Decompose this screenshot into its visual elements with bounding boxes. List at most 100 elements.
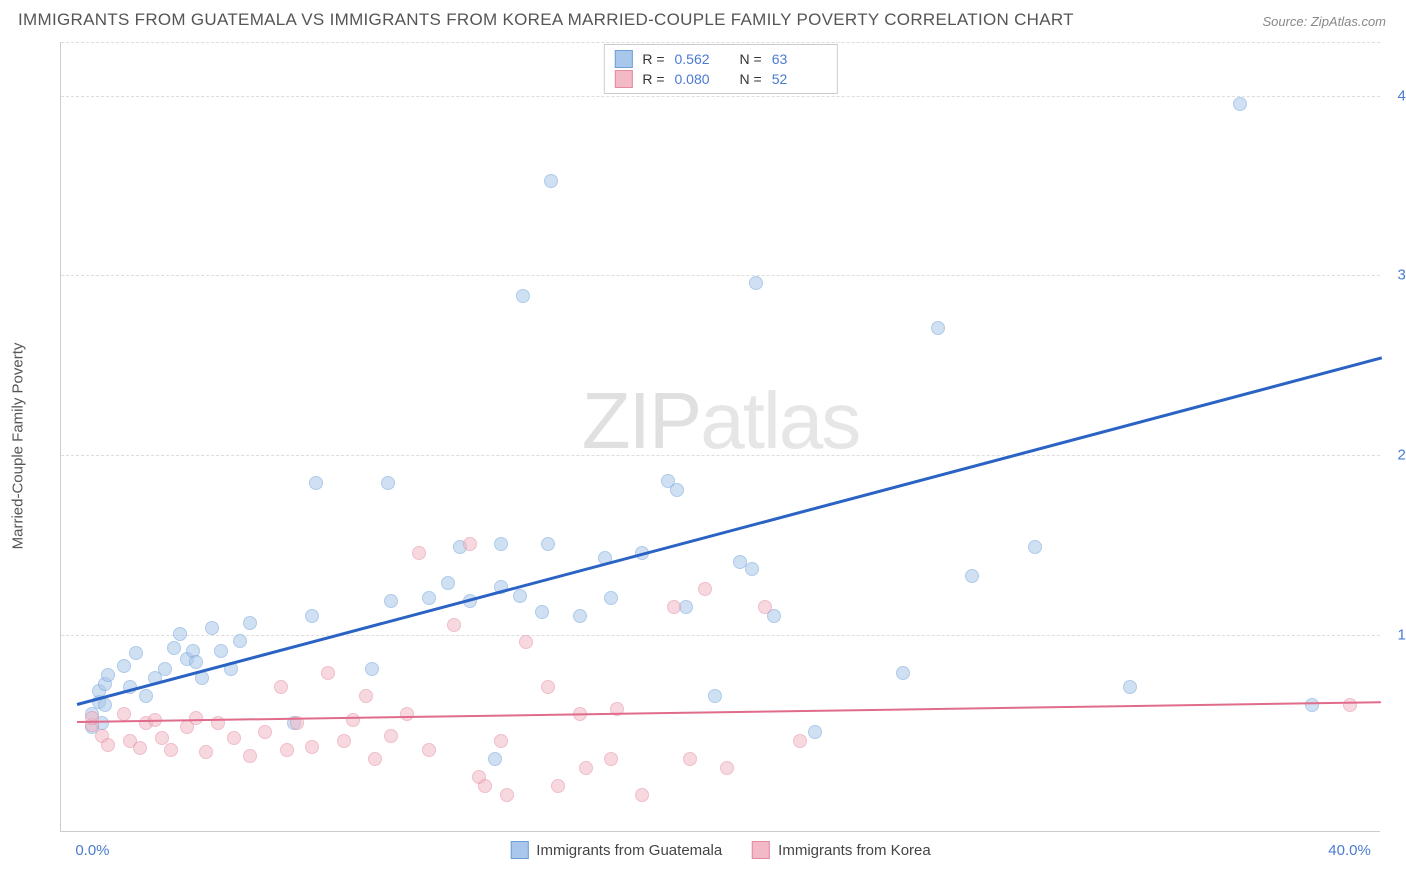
data-point xyxy=(965,569,979,583)
data-point xyxy=(720,761,734,775)
data-point xyxy=(683,752,697,766)
data-point xyxy=(305,609,319,623)
chart-container: IMMIGRANTS FROM GUATEMALA VS IMMIGRANTS … xyxy=(0,0,1406,892)
data-point xyxy=(101,738,115,752)
legend-swatch-korea xyxy=(752,841,770,859)
data-point xyxy=(365,662,379,676)
data-point xyxy=(1123,680,1137,694)
x-tick-label: 0.0% xyxy=(75,842,109,859)
legend-row-korea: R = 0.080 N = 52 xyxy=(614,69,826,89)
data-point xyxy=(635,788,649,802)
data-point xyxy=(359,689,373,703)
data-point xyxy=(500,788,514,802)
data-point xyxy=(205,621,219,635)
data-point xyxy=(896,666,910,680)
data-point xyxy=(384,594,398,608)
data-point xyxy=(544,174,558,188)
trend-line xyxy=(77,701,1381,723)
r-value-korea: 0.080 xyxy=(675,71,730,87)
watermark-bold: ZIP xyxy=(582,376,700,465)
data-point xyxy=(243,616,257,630)
n-label: N = xyxy=(740,51,762,67)
r-value-guatemala: 0.562 xyxy=(675,51,730,67)
data-point xyxy=(167,641,181,655)
legend-swatch-guatemala xyxy=(614,50,632,68)
data-point xyxy=(384,729,398,743)
data-point xyxy=(463,537,477,551)
y-tick-label: 10.0% xyxy=(1385,626,1406,643)
data-point xyxy=(139,689,153,703)
source-attribution: Source: ZipAtlas.com xyxy=(1262,14,1386,29)
grid-line xyxy=(61,96,1380,97)
y-tick-label: 20.0% xyxy=(1385,446,1406,463)
data-point xyxy=(129,646,143,660)
data-point xyxy=(243,749,257,763)
data-point xyxy=(189,655,203,669)
data-point xyxy=(173,627,187,641)
n-label: N = xyxy=(740,71,762,87)
data-point xyxy=(541,537,555,551)
data-point xyxy=(447,618,461,632)
legend-row-guatemala: R = 0.562 N = 63 xyxy=(614,49,826,69)
data-point xyxy=(579,761,593,775)
plot-area: ZIPatlas R = 0.562 N = 63 R = 0.080 N = … xyxy=(60,42,1380,832)
data-point xyxy=(698,582,712,596)
data-point xyxy=(1343,698,1357,712)
data-point xyxy=(758,600,772,614)
y-tick-label: 30.0% xyxy=(1385,267,1406,284)
data-point xyxy=(1305,698,1319,712)
data-point xyxy=(422,591,436,605)
data-point xyxy=(541,680,555,694)
y-axis-label: Married-Couple Family Poverty xyxy=(10,343,27,550)
data-point xyxy=(573,609,587,623)
correlation-legend: R = 0.562 N = 63 R = 0.080 N = 52 xyxy=(603,44,837,94)
data-point xyxy=(98,698,112,712)
grid-line xyxy=(61,275,1380,276)
data-point xyxy=(793,734,807,748)
data-point xyxy=(412,546,426,560)
data-point xyxy=(749,276,763,290)
data-point xyxy=(1028,540,1042,554)
data-point xyxy=(321,666,335,680)
y-tick-label: 40.0% xyxy=(1385,87,1406,104)
data-point xyxy=(214,644,228,658)
data-point xyxy=(155,731,169,745)
data-point xyxy=(189,711,203,725)
data-point xyxy=(233,634,247,648)
data-point xyxy=(708,689,722,703)
data-point xyxy=(258,725,272,739)
data-point xyxy=(164,743,178,757)
data-point xyxy=(274,680,288,694)
data-point xyxy=(808,725,822,739)
data-point xyxy=(309,476,323,490)
data-point xyxy=(133,741,147,755)
data-point xyxy=(1233,97,1247,111)
data-point xyxy=(101,668,115,682)
legend-item-guatemala: Immigrants from Guatemala xyxy=(510,841,722,859)
data-point xyxy=(535,605,549,619)
data-point xyxy=(280,743,294,757)
legend-label-guatemala: Immigrants from Guatemala xyxy=(536,842,722,859)
data-point xyxy=(551,779,565,793)
data-point xyxy=(931,321,945,335)
x-tick-label: 40.0% xyxy=(1328,842,1371,859)
legend-label-korea: Immigrants from Korea xyxy=(778,842,931,859)
chart-title: IMMIGRANTS FROM GUATEMALA VS IMMIGRANTS … xyxy=(18,10,1074,30)
legend-swatch-guatemala xyxy=(510,841,528,859)
data-point xyxy=(441,576,455,590)
data-point xyxy=(494,734,508,748)
data-point xyxy=(199,745,213,759)
watermark-thin: atlas xyxy=(700,376,859,465)
data-point xyxy=(346,713,360,727)
data-point xyxy=(516,289,530,303)
data-point xyxy=(745,562,759,576)
n-value-guatemala: 63 xyxy=(772,51,827,67)
data-point xyxy=(381,476,395,490)
grid-line xyxy=(61,635,1380,636)
data-point xyxy=(494,537,508,551)
trend-line xyxy=(76,356,1381,705)
data-point xyxy=(478,779,492,793)
r-label: R = xyxy=(642,51,664,67)
data-point xyxy=(117,659,131,673)
data-point xyxy=(604,752,618,766)
